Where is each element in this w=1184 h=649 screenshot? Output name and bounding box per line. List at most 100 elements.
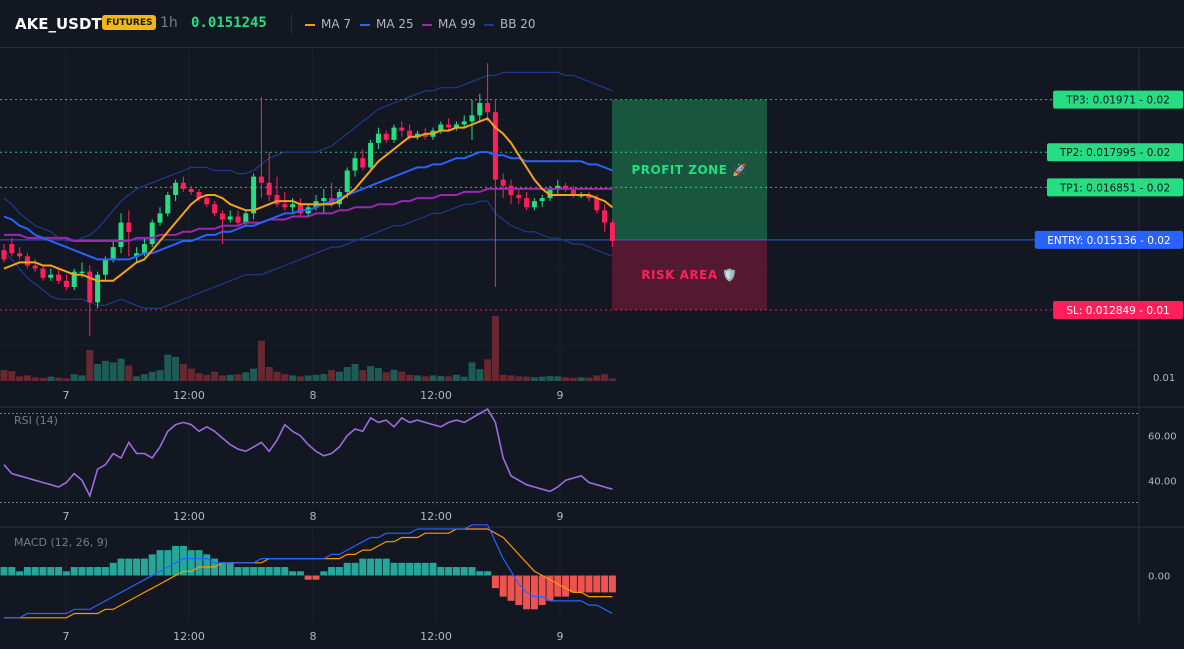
candle-body — [118, 222, 124, 248]
symbol-name[interactable]: AKE_USDT — [15, 15, 102, 33]
legend-ma7[interactable]: MA 7 — [305, 17, 351, 31]
level-tag: TP2: 0.017995 - 0.02 — [1047, 143, 1183, 162]
volume-bar — [413, 375, 421, 381]
volume-bar — [70, 374, 78, 381]
candle-body — [157, 213, 163, 223]
candle — [258, 96, 264, 199]
interval-selector[interactable]: 1h — [160, 15, 178, 31]
volume-bar — [437, 376, 445, 381]
candle-body — [235, 216, 241, 223]
candle — [48, 268, 54, 281]
volume-bar — [250, 368, 258, 381]
volume-bar — [468, 362, 476, 381]
candle-body — [165, 195, 171, 214]
candle-body — [414, 133, 420, 137]
level-tag-box — [1034, 230, 1183, 249]
candle-body — [95, 274, 101, 303]
candle-body — [422, 133, 428, 137]
candle-body — [563, 185, 569, 189]
volume-bar — [507, 375, 515, 381]
candle-body — [500, 179, 506, 186]
candle — [508, 179, 514, 205]
volume-bar — [335, 371, 343, 381]
volume-bar — [562, 377, 570, 381]
volume-bar — [86, 350, 94, 381]
x-tick-label: 12:00 — [420, 389, 452, 402]
candle-body — [547, 188, 553, 199]
profit-zone-box — [612, 99, 767, 240]
rsi-title: RSI (14) — [14, 414, 58, 427]
volume-bar — [31, 377, 39, 381]
macd-histogram-bar — [398, 562, 406, 576]
macd-histogram-bar — [195, 550, 203, 576]
legend-ma99[interactable]: MA 99 — [422, 17, 476, 31]
macd-histogram-bar — [538, 575, 546, 606]
x-tick-label: 9 — [557, 630, 564, 643]
macd-histogram-bar — [569, 575, 577, 593]
macd-histogram-bar — [125, 558, 133, 576]
rsi-tick-label: 60.00 — [1148, 432, 1177, 443]
volume-bar — [569, 377, 577, 381]
volume-bar — [484, 359, 492, 381]
volume-bar — [382, 372, 390, 381]
macd-histogram-bar — [86, 567, 94, 576]
macd-histogram-bar — [187, 550, 195, 576]
macd-histogram-bar — [16, 571, 24, 576]
candle-body — [602, 210, 608, 223]
macd-histogram-bar — [101, 567, 109, 576]
candle-body — [344, 170, 350, 192]
candle — [266, 152, 272, 202]
macd-histogram-bar — [203, 554, 211, 576]
candle — [17, 247, 23, 260]
volume-bar — [218, 375, 226, 381]
legend-bb20[interactable]: BB 20 — [484, 17, 536, 31]
volume-bar — [429, 375, 437, 381]
volume-bar — [234, 374, 242, 381]
candle-body — [375, 133, 381, 143]
candle — [24, 253, 30, 269]
macd-histogram-bar — [47, 567, 55, 576]
level-tag-box — [1053, 90, 1183, 109]
candle — [446, 118, 452, 131]
volume-bar — [421, 376, 429, 381]
macd-histogram-bar — [413, 562, 421, 576]
candle-body — [56, 274, 62, 281]
candle — [414, 130, 420, 140]
legend-ma25[interactable]: MA 25 — [360, 17, 414, 31]
macd-histogram-bar — [148, 554, 156, 576]
macd-histogram-bar — [273, 567, 281, 576]
candle-body — [219, 213, 225, 220]
level-tag: ENTRY: 0.015136 - 0.02 — [1034, 230, 1183, 249]
x-tick-label: 12:00 — [173, 510, 205, 523]
macd-histogram-bar — [530, 575, 538, 610]
macd-histogram-bar — [172, 545, 180, 576]
candle — [157, 207, 163, 226]
macd-histogram-bar — [70, 567, 78, 576]
level-tag-label: SL: 0.012849 - 0.01 — [1066, 305, 1169, 317]
level-tag: TP1: 0.016851 - 0.02 — [1047, 178, 1183, 197]
volume-bar — [554, 376, 562, 381]
macd-histogram-bar — [156, 550, 164, 576]
candle — [56, 268, 62, 284]
volume-bar — [140, 374, 148, 381]
risk-area-label: RISK AREA 🛡️ — [641, 268, 737, 282]
macd-histogram-bar — [382, 558, 390, 576]
candle-body — [126, 222, 132, 232]
candle-body — [492, 112, 498, 180]
candle-body — [524, 198, 530, 208]
candle — [118, 213, 124, 254]
level-tag-box — [1053, 300, 1183, 319]
candle-body — [321, 198, 327, 202]
volume-bar — [585, 377, 593, 381]
volume-bar — [515, 376, 523, 381]
candle-body — [609, 222, 615, 241]
level-tag: SL: 0.012849 - 0.01 — [1053, 300, 1183, 319]
candle — [251, 173, 257, 220]
candle-body — [102, 259, 108, 275]
macd-histogram-bar — [0, 567, 8, 576]
x-tick-label: 12:00 — [173, 389, 205, 402]
volume-bar — [226, 374, 234, 381]
volume-bar — [523, 376, 531, 381]
candle-body — [110, 247, 116, 260]
